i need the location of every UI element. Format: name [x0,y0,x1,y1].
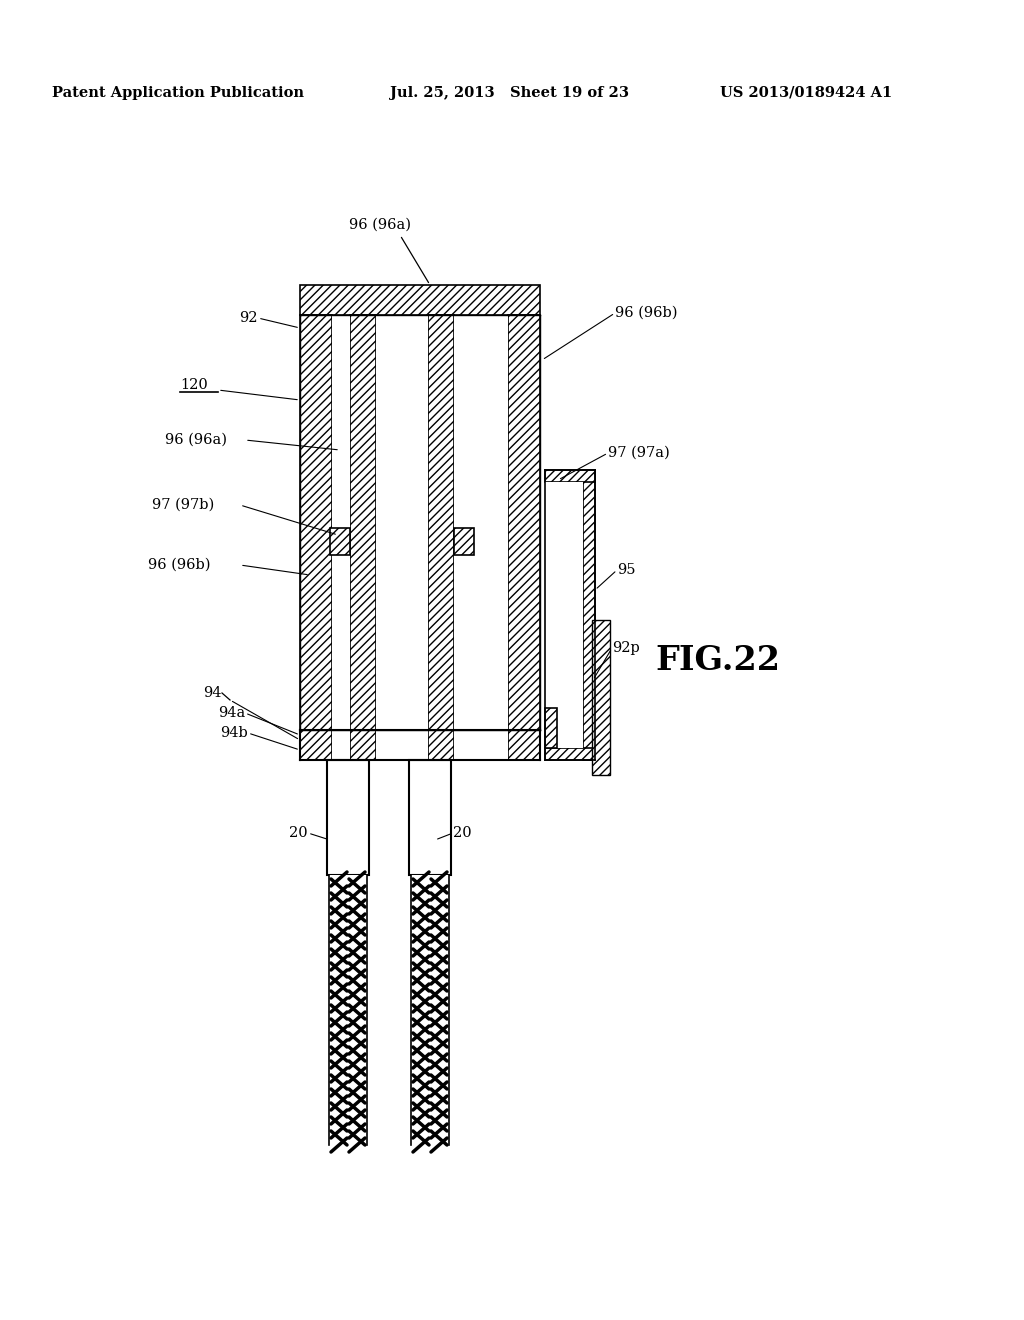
Bar [545,470,595,482]
Bar [411,875,449,1144]
Bar [332,730,350,760]
Text: 96 (96b): 96 (96b) [148,558,211,572]
Text: Jul. 25, 2013   Sheet 19 of 23: Jul. 25, 2013 Sheet 19 of 23 [390,86,629,100]
Bar [508,315,540,730]
Bar [592,620,610,775]
Bar [376,730,428,760]
Text: 120: 120 [180,378,208,392]
Text: 94b: 94b [220,726,248,741]
Text: 20: 20 [453,826,472,840]
Text: FIG.22: FIG.22 [655,644,780,676]
Text: 96 (96b): 96 (96b) [615,306,678,319]
Text: US 2013/0189424 A1: US 2013/0189424 A1 [720,86,892,100]
Bar [300,730,332,760]
Bar [508,730,540,760]
Bar [454,315,508,730]
Bar [350,730,376,760]
Bar [376,315,428,730]
Bar [300,315,332,730]
Bar [300,285,540,315]
Bar [454,730,508,760]
Bar [454,528,474,554]
Text: 96 (96a): 96 (96a) [349,218,411,232]
Bar [545,708,557,748]
Text: 95: 95 [617,564,636,577]
Bar [327,760,369,875]
Bar [330,528,350,554]
Text: 92: 92 [240,312,258,325]
Text: 20: 20 [290,826,308,840]
Bar [428,730,454,760]
Text: 94: 94 [204,686,222,700]
Bar [428,315,454,730]
Text: 92p: 92p [612,642,640,655]
Text: 97 (97a): 97 (97a) [608,446,670,459]
Bar [350,315,376,730]
Bar [409,760,451,875]
Bar [332,315,350,730]
Bar [329,875,367,1144]
Text: 96 (96a): 96 (96a) [165,433,227,447]
Bar [545,482,583,748]
Bar [545,748,595,760]
Text: Patent Application Publication: Patent Application Publication [52,86,304,100]
Text: 97 (97b): 97 (97b) [152,498,214,512]
Bar [583,470,595,760]
Text: 94a: 94a [218,706,245,719]
